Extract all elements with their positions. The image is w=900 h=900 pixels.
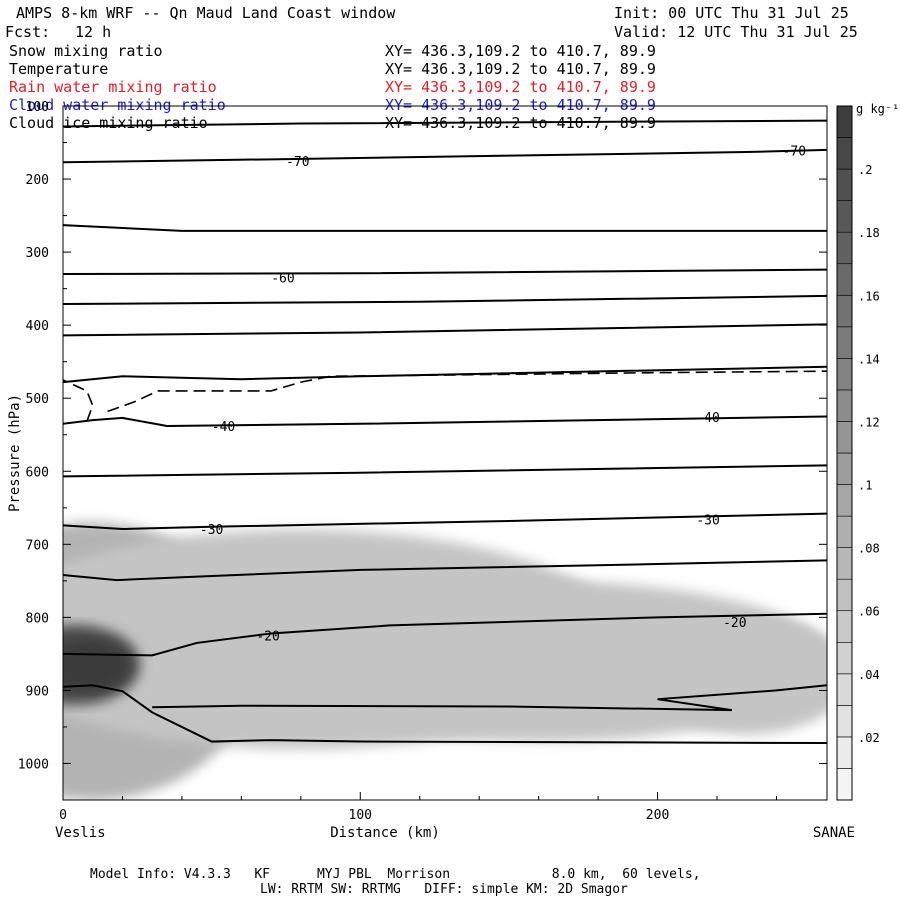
colorbar-cell xyxy=(836,389,853,422)
isotherm-label: -70 xyxy=(783,145,806,160)
colorbar-cell xyxy=(836,484,853,517)
colorbar-unit: g kg⁻¹ xyxy=(856,102,899,116)
colorbar-tick-label: .06 xyxy=(858,605,880,619)
colorbar-tick-label: .08 xyxy=(858,542,880,556)
isotherm-line xyxy=(63,323,827,337)
colorbar-cell xyxy=(836,168,853,201)
colorbar-tick-label: .2 xyxy=(858,163,872,177)
isotherm-line xyxy=(63,224,827,232)
isotherm-line xyxy=(63,268,827,276)
colorbar-cell xyxy=(836,137,853,170)
y-axis-label: Pressure (hPa) xyxy=(7,394,23,512)
model-info-physics: LW: RRTM SW: RRTMG DIFF: simple KM: 2D S… xyxy=(260,882,628,897)
isotherm-label: -20 xyxy=(256,630,279,645)
colorbar-cell xyxy=(836,263,853,296)
isotherm-label: -20 xyxy=(723,616,746,631)
y-tick-label: 600 xyxy=(26,465,49,480)
y-tick-label: 300 xyxy=(26,246,49,261)
field-name: Snow mixing ratio xyxy=(9,42,163,60)
isotherm-line xyxy=(63,365,827,384)
isotherm-label: -30 xyxy=(696,513,719,528)
colorbar-frame xyxy=(836,105,853,801)
page-title: AMPS 8-km WRF -- Qn Maud Land Coast wind… xyxy=(16,4,396,22)
colorbar-cell xyxy=(836,610,853,643)
field-name: Temperature xyxy=(9,60,109,78)
valid-time: Valid: 12 UTC Thu 31 Jul 25 xyxy=(614,23,858,41)
forecast-value: 12 h xyxy=(75,23,112,41)
x-tick-label: 0 xyxy=(59,808,67,823)
isotherm-line xyxy=(63,119,827,128)
plot-area: -70 -70 -60 -40 -40 -30 -30 -20 -20 xyxy=(63,119,827,800)
isotherm-line xyxy=(63,612,827,657)
init-time: Init: 00 UTC Thu 31 Jul 25 xyxy=(614,4,849,22)
colorbar-cell xyxy=(836,641,853,675)
isotherm-line xyxy=(63,512,827,530)
left-endpoint-label: Veslis xyxy=(55,825,106,841)
colorbar-cell xyxy=(836,452,853,485)
cloud-ice-contour xyxy=(107,370,827,413)
isotherm-label: -40 xyxy=(696,411,719,426)
snow-shading xyxy=(642,617,827,735)
field-xy: XY= 436.3,109.2 to 410.7, 89.9 xyxy=(385,42,656,60)
colorbar-tick-label: .18 xyxy=(858,226,880,240)
field-xy: XY= 436.3,109.2 to 410.7, 89.9 xyxy=(385,96,656,114)
y-tick-label: 500 xyxy=(26,392,49,407)
right-endpoint-label: SANAE xyxy=(813,825,855,841)
y-tick-label: 100 xyxy=(26,100,49,115)
colorbar-tick-label: .12 xyxy=(858,415,880,429)
isotherm-line xyxy=(63,294,827,305)
colorbar-cell xyxy=(836,673,853,706)
x-axis-label: Distance (km) xyxy=(330,825,440,841)
isotherm-label: -40 xyxy=(212,420,235,435)
colorbar-cell xyxy=(836,515,853,548)
isotherm-label: -30 xyxy=(200,523,223,538)
colorbar-tick-label: .02 xyxy=(858,731,880,745)
y-tick-label: 400 xyxy=(26,319,49,334)
colorbar-cell xyxy=(836,358,853,391)
x-tick-label: 100 xyxy=(349,808,372,823)
x-tick-label: 200 xyxy=(646,808,669,823)
colorbar-cell xyxy=(836,326,853,359)
model-info: Model Info: V4.3.3 KF MYJ PBL Morrison 8… xyxy=(90,867,701,882)
isotherm-label: -60 xyxy=(271,272,294,287)
isotherm-line xyxy=(63,684,827,745)
y-tick-label: 700 xyxy=(26,538,49,553)
snow-shading xyxy=(63,640,129,692)
colorbar-cell xyxy=(836,547,853,580)
colorbar-cell xyxy=(836,200,853,233)
field-xy: XY= 436.3,109.2 to 410.7, 89.9 xyxy=(385,78,656,96)
colorbar-cell xyxy=(836,768,853,801)
colorbar-tick-label: .1 xyxy=(858,479,872,493)
isotherm-label: -70 xyxy=(286,155,309,170)
colorbar-cell xyxy=(836,294,853,328)
cloud-ice-contour xyxy=(63,379,94,422)
colorbar-cell xyxy=(836,578,853,612)
colorbar-tick-label: .04 xyxy=(858,668,880,682)
colorbar-cell xyxy=(836,705,853,738)
forecast-label: Fcst: xyxy=(5,23,51,41)
isotherm-line xyxy=(63,559,827,582)
field-xy: XY= 436.3,109.2 to 410.7, 89.9 xyxy=(385,60,656,78)
colorbar-tick-label: .16 xyxy=(858,289,880,303)
y-tick-label: 1000 xyxy=(18,757,49,772)
field-name: Rain water mixing ratio xyxy=(9,78,217,96)
colorbar-cell xyxy=(836,736,853,769)
colorbar-cell xyxy=(836,231,853,265)
isotherm-line xyxy=(63,148,827,164)
plot-frame xyxy=(62,105,828,801)
colorbar-tick-label: .14 xyxy=(858,352,880,366)
isotherm-line xyxy=(152,684,827,712)
colorbar-cell xyxy=(836,421,853,454)
field-name: Cloud water mixing ratio xyxy=(9,96,226,114)
y-tick-label: 900 xyxy=(26,684,49,699)
colorbar-cell xyxy=(836,105,853,138)
y-tick-label: 200 xyxy=(26,173,49,188)
isotherm-line xyxy=(63,464,827,478)
y-tick-label: 800 xyxy=(26,611,49,626)
